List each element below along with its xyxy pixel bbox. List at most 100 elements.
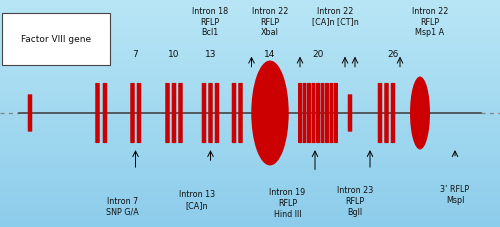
FancyBboxPatch shape — [334, 84, 338, 143]
FancyBboxPatch shape — [307, 84, 311, 143]
FancyBboxPatch shape — [2, 14, 110, 65]
FancyBboxPatch shape — [137, 84, 141, 143]
Bar — [0, 72, 500, 74]
Text: Intron 19
RFLP
Hind III: Intron 19 RFLP Hind III — [270, 188, 306, 218]
FancyBboxPatch shape — [202, 84, 206, 143]
Bar — [0, 51, 500, 53]
Bar — [0, 178, 500, 180]
Bar — [0, 129, 500, 131]
Bar — [0, 125, 500, 127]
Bar — [0, 62, 500, 64]
Bar — [0, 104, 500, 106]
Text: 10: 10 — [168, 50, 180, 59]
Bar — [0, 185, 500, 187]
Bar — [0, 180, 500, 182]
Text: Intron 18
RFLP
Bcl1: Intron 18 RFLP Bcl1 — [192, 7, 228, 37]
Ellipse shape — [410, 77, 430, 150]
Bar — [0, 200, 500, 202]
Bar — [0, 53, 500, 55]
Bar — [0, 197, 500, 199]
Bar — [0, 114, 500, 115]
FancyBboxPatch shape — [95, 84, 100, 143]
Bar — [0, 172, 500, 174]
FancyBboxPatch shape — [103, 84, 107, 143]
Bar — [0, 119, 500, 121]
FancyBboxPatch shape — [316, 84, 320, 143]
Bar — [0, 193, 500, 195]
FancyBboxPatch shape — [298, 84, 302, 143]
Bar — [0, 21, 500, 23]
Bar — [0, 7, 500, 10]
Text: 4: 4 — [98, 50, 104, 59]
Bar — [0, 4, 500, 6]
Bar — [0, 146, 500, 148]
Bar — [0, 208, 500, 210]
FancyBboxPatch shape — [391, 84, 396, 143]
Bar — [0, 32, 500, 34]
Text: 1: 1 — [27, 50, 33, 59]
Text: 7: 7 — [132, 50, 138, 59]
Bar — [0, 191, 500, 193]
Bar — [0, 149, 500, 151]
Bar — [0, 91, 500, 93]
Bar — [0, 127, 500, 129]
Bar — [0, 93, 500, 95]
Bar — [0, 42, 500, 44]
FancyBboxPatch shape — [302, 84, 306, 143]
Bar — [0, 121, 500, 123]
Bar — [0, 174, 500, 176]
Bar — [0, 115, 500, 117]
Text: Intron 7
SNP G/A: Intron 7 SNP G/A — [106, 196, 139, 216]
Text: Intron 23
RFLP
BgII: Intron 23 RFLP BgII — [337, 185, 373, 216]
Bar — [0, 106, 500, 108]
Bar — [0, 25, 500, 27]
Bar — [0, 30, 500, 32]
Bar — [0, 15, 500, 17]
Bar — [0, 223, 500, 225]
Bar — [0, 155, 500, 157]
Bar — [0, 202, 500, 204]
Bar — [0, 131, 500, 132]
Bar — [0, 170, 500, 172]
FancyBboxPatch shape — [130, 84, 135, 143]
Text: 14: 14 — [264, 50, 276, 59]
Bar — [0, 165, 500, 166]
FancyBboxPatch shape — [238, 84, 243, 143]
FancyBboxPatch shape — [208, 84, 213, 143]
Bar — [0, 87, 500, 89]
Text: 13: 13 — [205, 50, 216, 59]
FancyBboxPatch shape — [165, 84, 170, 143]
Bar — [0, 159, 500, 161]
FancyBboxPatch shape — [178, 84, 183, 143]
Bar — [0, 142, 500, 144]
Bar — [0, 166, 500, 168]
Text: Intron 13
[CA]n: Intron 13 [CA]n — [179, 189, 215, 209]
Bar — [0, 214, 500, 216]
Bar — [0, 76, 500, 78]
Bar — [0, 221, 500, 223]
Bar — [0, 110, 500, 112]
Bar — [0, 157, 500, 159]
Bar — [0, 11, 500, 13]
Bar — [0, 59, 500, 61]
Bar — [0, 195, 500, 197]
Bar — [0, 78, 500, 79]
Bar — [0, 0, 500, 2]
Bar — [0, 138, 500, 140]
Bar — [0, 55, 500, 57]
Bar — [0, 117, 500, 119]
Bar — [0, 161, 500, 163]
Bar — [0, 38, 500, 40]
Bar — [0, 123, 500, 125]
Bar — [0, 44, 500, 45]
Bar — [0, 220, 500, 221]
FancyBboxPatch shape — [172, 84, 176, 143]
Ellipse shape — [252, 61, 289, 166]
Bar — [0, 112, 500, 114]
Bar — [0, 212, 500, 214]
Bar — [0, 36, 500, 38]
Bar — [0, 136, 500, 138]
Bar — [0, 182, 500, 183]
FancyBboxPatch shape — [378, 84, 382, 143]
FancyBboxPatch shape — [28, 95, 32, 132]
